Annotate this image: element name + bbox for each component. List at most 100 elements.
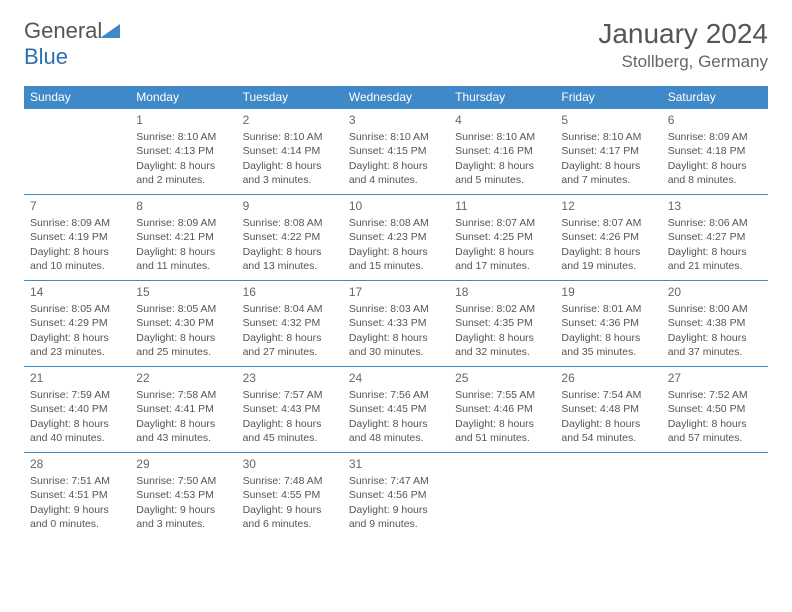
cell-sunset: Sunset: 4:41 PM [136, 402, 230, 416]
calendar-cell: 6Sunrise: 8:09 AMSunset: 4:18 PMDaylight… [662, 109, 768, 195]
cell-day2: and 30 minutes. [349, 345, 443, 359]
cell-sunset: Sunset: 4:29 PM [30, 316, 124, 330]
cell-day2: and 13 minutes. [243, 259, 337, 273]
cell-sunrise: Sunrise: 8:10 AM [136, 130, 230, 144]
cell-day2: and 57 minutes. [668, 431, 762, 445]
cell-day1: Daylight: 8 hours [349, 417, 443, 431]
cell-day1: Daylight: 8 hours [349, 331, 443, 345]
calendar-cell: 3Sunrise: 8:10 AMSunset: 4:15 PMDaylight… [343, 109, 449, 195]
cell-day2: and 51 minutes. [455, 431, 549, 445]
logo-text-blue: Blue [24, 44, 68, 69]
weekday-header: Tuesday [237, 86, 343, 109]
cell-day2: and 0 minutes. [30, 517, 124, 531]
cell-day2: and 45 minutes. [243, 431, 337, 445]
cell-sunset: Sunset: 4:14 PM [243, 144, 337, 158]
calendar-cell: 25Sunrise: 7:55 AMSunset: 4:46 PMDayligh… [449, 367, 555, 453]
day-number: 26 [561, 370, 655, 386]
cell-sunset: Sunset: 4:35 PM [455, 316, 549, 330]
logo: General Blue [24, 18, 120, 70]
cell-day1: Daylight: 8 hours [455, 245, 549, 259]
calendar-cell: 30Sunrise: 7:48 AMSunset: 4:55 PMDayligh… [237, 453, 343, 539]
cell-sunset: Sunset: 4:38 PM [668, 316, 762, 330]
cell-sunset: Sunset: 4:33 PM [349, 316, 443, 330]
cell-sunset: Sunset: 4:30 PM [136, 316, 230, 330]
cell-sunrise: Sunrise: 7:56 AM [349, 388, 443, 402]
calendar-cell: 26Sunrise: 7:54 AMSunset: 4:48 PMDayligh… [555, 367, 661, 453]
weekday-header: Thursday [449, 86, 555, 109]
cell-day1: Daylight: 8 hours [668, 417, 762, 431]
cell-day1: Daylight: 8 hours [30, 245, 124, 259]
calendar-cell: 24Sunrise: 7:56 AMSunset: 4:45 PMDayligh… [343, 367, 449, 453]
weekday-header-row: SundayMondayTuesdayWednesdayThursdayFrid… [24, 86, 768, 109]
day-number: 29 [136, 456, 230, 472]
day-number: 21 [30, 370, 124, 386]
calendar-cell: 13Sunrise: 8:06 AMSunset: 4:27 PMDayligh… [662, 195, 768, 281]
cell-sunrise: Sunrise: 8:10 AM [349, 130, 443, 144]
cell-sunrise: Sunrise: 8:05 AM [30, 302, 124, 316]
cell-day1: Daylight: 8 hours [455, 417, 549, 431]
cell-day2: and 27 minutes. [243, 345, 337, 359]
logo-text-general: General [24, 18, 102, 43]
cell-day1: Daylight: 8 hours [668, 159, 762, 173]
cell-day1: Daylight: 9 hours [30, 503, 124, 517]
cell-sunset: Sunset: 4:13 PM [136, 144, 230, 158]
cell-sunset: Sunset: 4:56 PM [349, 488, 443, 502]
cell-sunrise: Sunrise: 8:04 AM [243, 302, 337, 316]
calendar-cell: 23Sunrise: 7:57 AMSunset: 4:43 PMDayligh… [237, 367, 343, 453]
day-number: 24 [349, 370, 443, 386]
cell-sunset: Sunset: 4:40 PM [30, 402, 124, 416]
day-number: 23 [243, 370, 337, 386]
weekday-header: Saturday [662, 86, 768, 109]
calendar-week-row: 28Sunrise: 7:51 AMSunset: 4:51 PMDayligh… [24, 453, 768, 539]
day-number: 12 [561, 198, 655, 214]
cell-sunset: Sunset: 4:16 PM [455, 144, 549, 158]
day-number: 16 [243, 284, 337, 300]
cell-sunrise: Sunrise: 8:09 AM [136, 216, 230, 230]
calendar-cell: 31Sunrise: 7:47 AMSunset: 4:56 PMDayligh… [343, 453, 449, 539]
calendar-week-row: 7Sunrise: 8:09 AMSunset: 4:19 PMDaylight… [24, 195, 768, 281]
cell-sunset: Sunset: 4:25 PM [455, 230, 549, 244]
cell-sunrise: Sunrise: 7:47 AM [349, 474, 443, 488]
logo-triangle-icon [100, 24, 120, 38]
cell-sunrise: Sunrise: 8:00 AM [668, 302, 762, 316]
cell-day1: Daylight: 8 hours [243, 245, 337, 259]
cell-day1: Daylight: 8 hours [349, 159, 443, 173]
calendar-cell: 14Sunrise: 8:05 AMSunset: 4:29 PMDayligh… [24, 281, 130, 367]
calendar-cell: 18Sunrise: 8:02 AMSunset: 4:35 PMDayligh… [449, 281, 555, 367]
cell-sunset: Sunset: 4:23 PM [349, 230, 443, 244]
calendar-cell: 10Sunrise: 8:08 AMSunset: 4:23 PMDayligh… [343, 195, 449, 281]
day-number: 28 [30, 456, 124, 472]
calendar-cell: 17Sunrise: 8:03 AMSunset: 4:33 PMDayligh… [343, 281, 449, 367]
day-number: 19 [561, 284, 655, 300]
cell-sunrise: Sunrise: 8:01 AM [561, 302, 655, 316]
cell-sunrise: Sunrise: 7:59 AM [30, 388, 124, 402]
cell-day1: Daylight: 8 hours [455, 159, 549, 173]
cell-day2: and 15 minutes. [349, 259, 443, 273]
cell-day1: Daylight: 8 hours [668, 331, 762, 345]
calendar-cell: 7Sunrise: 8:09 AMSunset: 4:19 PMDaylight… [24, 195, 130, 281]
day-number: 5 [561, 112, 655, 128]
cell-day2: and 5 minutes. [455, 173, 549, 187]
day-number: 3 [349, 112, 443, 128]
weekday-header: Monday [130, 86, 236, 109]
cell-sunrise: Sunrise: 7:55 AM [455, 388, 549, 402]
month-title: January 2024 [598, 18, 768, 50]
day-number: 8 [136, 198, 230, 214]
cell-sunset: Sunset: 4:26 PM [561, 230, 655, 244]
cell-day2: and 32 minutes. [455, 345, 549, 359]
cell-sunset: Sunset: 4:27 PM [668, 230, 762, 244]
calendar-cell [555, 453, 661, 539]
cell-day2: and 9 minutes. [349, 517, 443, 531]
day-number: 11 [455, 198, 549, 214]
cell-day2: and 21 minutes. [668, 259, 762, 273]
cell-day1: Daylight: 8 hours [561, 245, 655, 259]
cell-sunset: Sunset: 4:32 PM [243, 316, 337, 330]
cell-day2: and 48 minutes. [349, 431, 443, 445]
cell-sunset: Sunset: 4:50 PM [668, 402, 762, 416]
cell-day2: and 17 minutes. [455, 259, 549, 273]
calendar-cell [449, 453, 555, 539]
cell-sunrise: Sunrise: 7:54 AM [561, 388, 655, 402]
cell-day1: Daylight: 9 hours [243, 503, 337, 517]
cell-sunrise: Sunrise: 8:05 AM [136, 302, 230, 316]
cell-sunrise: Sunrise: 8:08 AM [349, 216, 443, 230]
